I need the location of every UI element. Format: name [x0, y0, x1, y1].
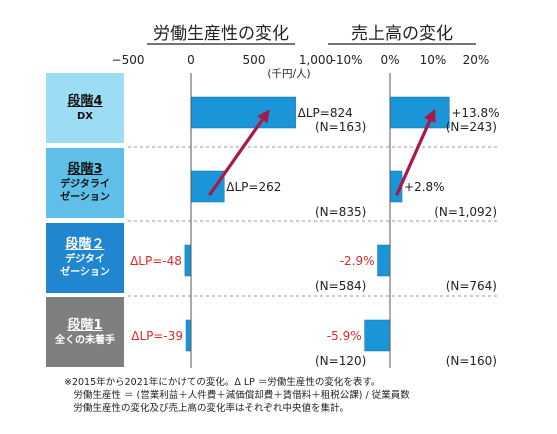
bar: [389, 96, 450, 129]
stage-title: 段階1: [67, 317, 103, 333]
n-label: (N=764): [446, 279, 497, 293]
value-label: +2.8%: [404, 180, 445, 194]
chart-title: 売上高の変化: [351, 24, 453, 44]
value-label: ΔLP=-39: [131, 329, 183, 343]
value-label: ΔLP=824: [298, 106, 353, 120]
stage-label-box: 段階3 デジタライゼーション: [46, 148, 124, 218]
stage-subtitle: 全くの未着手: [55, 334, 115, 346]
footnote-line: 労働生産性の変化及び売上高の変化率はそれぞれ中央値を集計。: [64, 403, 350, 414]
stage-subtitle: デジタイ: [65, 254, 105, 265]
n-label: (N=243): [446, 120, 497, 134]
stage-label-box: 段階1 全くの未着手: [46, 297, 124, 367]
stage-label-box: 段階２ デジタイゼーション: [46, 223, 124, 293]
n-label: (N=160): [446, 354, 497, 368]
chart-title: 労働生産性の変化: [153, 24, 289, 44]
stage-subtitle: デジタライ: [60, 179, 110, 190]
tick-label: −500: [112, 53, 145, 67]
tick-label: 500: [243, 53, 266, 67]
bar: [377, 244, 391, 277]
tick-label: 0: [187, 53, 195, 67]
bar: [364, 319, 391, 352]
tick-label: 1,000: [299, 53, 333, 67]
stage-label-box: 段階4 DX: [46, 73, 124, 143]
n-label: (N=120): [315, 354, 366, 368]
n-label: (N=1,092): [434, 205, 497, 219]
footnote-line: 労働生産性 ＝ (営業利益＋人件費＋減価償却費＋賃借料＋租税公課) / 従業員数: [64, 390, 410, 401]
value-label: -2.9%: [340, 254, 375, 268]
trend-arrow: [395, 108, 436, 196]
stage-subtitle: DX: [76, 110, 93, 122]
n-label: (N=835): [315, 205, 366, 219]
n-label: (N=163): [315, 120, 366, 134]
bar: [184, 244, 192, 277]
value-label: ΔLP=-48: [130, 254, 182, 268]
stage-subtitle: ゼーション: [60, 192, 110, 203]
footnote-line: ※2015年から2021年にかけての変化。Δ LP ＝労働生産性の変化を表す。: [64, 377, 381, 388]
unit-label: (千円/人): [267, 68, 310, 80]
bar: [190, 96, 296, 129]
bar: [185, 319, 192, 352]
value-label: -5.9%: [327, 329, 362, 343]
bar: [190, 170, 225, 203]
n-label: (N=584): [315, 279, 366, 293]
stage-title: 段階3: [67, 162, 103, 177]
value-label: +13.8%: [451, 106, 499, 120]
value-label: ΔLP=262: [226, 180, 281, 194]
tick-label: 20%: [463, 53, 490, 67]
footnotes: ※2015年から2021年にかけての変化。Δ LP ＝労働生産性の変化を表す。 …: [64, 376, 410, 415]
stage-subtitle: ゼーション: [60, 267, 110, 278]
stage-title: 段階4: [67, 93, 103, 109]
tick-label: 10%: [420, 53, 447, 67]
stage-title: 段階２: [65, 237, 105, 252]
trend-arrow: [207, 109, 270, 197]
tick-label: -10%: [331, 53, 362, 67]
tick-label: 0%: [380, 53, 399, 67]
